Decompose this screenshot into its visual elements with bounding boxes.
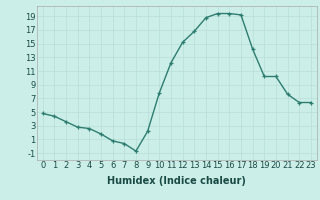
X-axis label: Humidex (Indice chaleur): Humidex (Indice chaleur) [108,176,246,186]
